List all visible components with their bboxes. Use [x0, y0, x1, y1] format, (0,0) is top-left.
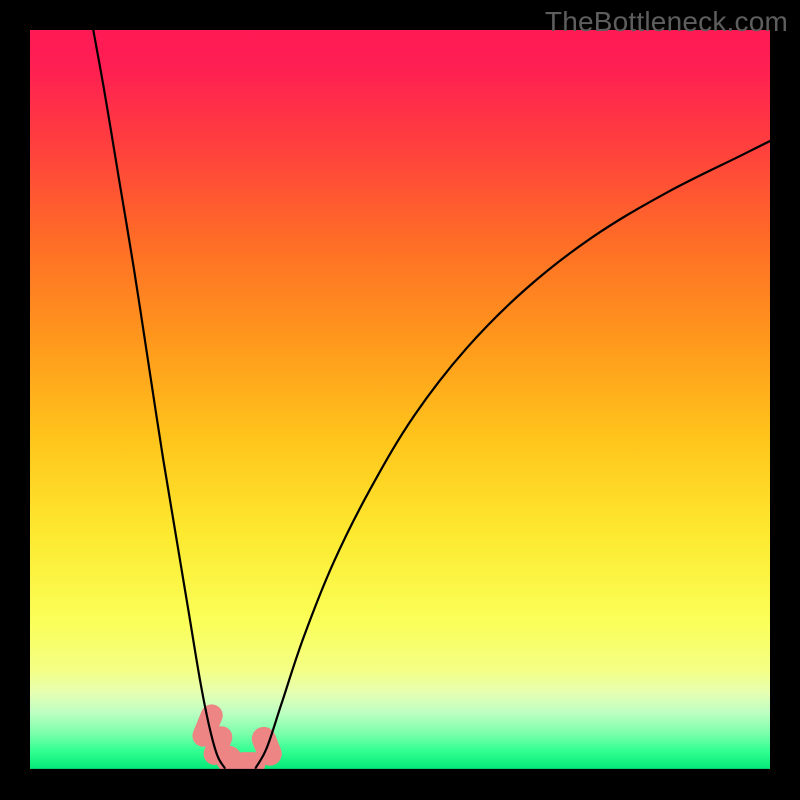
plot-background: [30, 30, 770, 770]
chart-frame: TheBottleneck.com: [0, 0, 800, 800]
bottleneck-chart: [0, 0, 800, 800]
watermark-text: TheBottleneck.com: [545, 6, 788, 38]
